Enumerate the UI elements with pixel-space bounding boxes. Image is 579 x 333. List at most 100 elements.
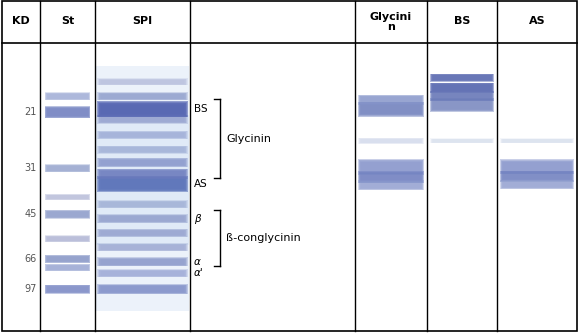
Bar xyxy=(98,285,186,293)
Bar xyxy=(99,258,186,265)
Bar xyxy=(503,182,571,187)
Bar xyxy=(100,216,185,222)
Bar xyxy=(431,93,492,100)
Bar xyxy=(98,93,187,100)
Bar xyxy=(45,92,90,100)
Bar xyxy=(46,210,89,218)
Bar xyxy=(46,236,89,242)
Bar xyxy=(503,172,571,180)
Bar xyxy=(360,173,422,181)
Bar xyxy=(361,174,422,181)
Bar xyxy=(99,170,186,178)
Bar xyxy=(97,101,188,117)
Bar xyxy=(100,245,185,250)
Bar xyxy=(503,163,571,171)
Bar xyxy=(359,160,423,173)
Bar xyxy=(101,80,184,84)
Text: AS: AS xyxy=(529,17,545,27)
Bar xyxy=(431,139,492,143)
Bar xyxy=(100,271,185,276)
Bar xyxy=(358,181,423,190)
Bar xyxy=(358,172,423,183)
Bar xyxy=(503,140,571,143)
Bar xyxy=(100,160,185,166)
Bar xyxy=(46,107,89,117)
Bar xyxy=(359,181,423,189)
Bar xyxy=(45,285,90,294)
Bar xyxy=(101,160,184,165)
Bar xyxy=(101,245,184,250)
Bar xyxy=(358,171,424,183)
Bar xyxy=(358,160,423,174)
Bar xyxy=(100,133,185,138)
Bar xyxy=(99,244,186,250)
Bar xyxy=(101,94,184,99)
Bar xyxy=(361,182,422,188)
Bar xyxy=(47,287,88,292)
Bar xyxy=(502,181,572,188)
Bar xyxy=(98,230,186,236)
Bar xyxy=(101,179,184,189)
Bar xyxy=(97,243,188,251)
Bar xyxy=(101,231,184,235)
Text: 97: 97 xyxy=(25,284,37,294)
Bar xyxy=(45,164,90,172)
Bar xyxy=(99,159,186,166)
Bar xyxy=(98,103,186,116)
Bar xyxy=(98,132,186,139)
Bar xyxy=(358,159,424,175)
Text: 21: 21 xyxy=(25,107,37,117)
Bar xyxy=(98,170,186,178)
Bar xyxy=(503,182,571,188)
Bar xyxy=(98,79,187,85)
Bar xyxy=(360,104,422,115)
Bar xyxy=(360,161,422,173)
Bar xyxy=(432,139,492,143)
Bar xyxy=(431,74,493,81)
Text: KD: KD xyxy=(12,17,30,27)
Bar xyxy=(99,93,186,99)
Bar xyxy=(99,270,186,276)
Bar xyxy=(433,75,492,80)
Bar xyxy=(360,181,422,189)
Bar xyxy=(47,237,88,241)
Bar xyxy=(45,93,90,100)
Text: α': α' xyxy=(194,268,204,278)
Bar xyxy=(97,131,188,139)
Bar xyxy=(46,286,89,292)
Bar xyxy=(358,138,423,144)
Bar xyxy=(46,256,89,262)
Bar xyxy=(361,97,422,103)
Bar xyxy=(433,93,492,99)
Bar xyxy=(433,85,492,91)
Bar xyxy=(98,244,186,251)
Bar xyxy=(358,95,424,105)
Text: ß-conglycinin: ß-conglycinin xyxy=(226,233,301,243)
Bar xyxy=(100,80,185,84)
Bar xyxy=(101,105,184,114)
Bar xyxy=(360,96,422,104)
Bar xyxy=(100,230,185,236)
Bar xyxy=(501,171,573,181)
Text: 66: 66 xyxy=(25,254,37,264)
Bar xyxy=(358,138,424,144)
Bar xyxy=(500,180,574,189)
Bar xyxy=(501,139,573,143)
Bar xyxy=(360,139,422,143)
Bar xyxy=(2,43,577,331)
Bar xyxy=(97,214,188,223)
Bar xyxy=(45,255,90,263)
Bar xyxy=(358,95,423,104)
Bar xyxy=(46,256,89,262)
Bar xyxy=(98,79,186,85)
Bar xyxy=(431,74,493,81)
Bar xyxy=(46,93,89,100)
Bar xyxy=(45,235,90,242)
Bar xyxy=(358,180,424,190)
Text: 31: 31 xyxy=(25,163,37,173)
Bar xyxy=(97,158,188,167)
Text: n: n xyxy=(387,22,395,32)
Bar xyxy=(501,139,573,143)
Bar xyxy=(100,94,185,99)
Bar xyxy=(97,284,188,294)
